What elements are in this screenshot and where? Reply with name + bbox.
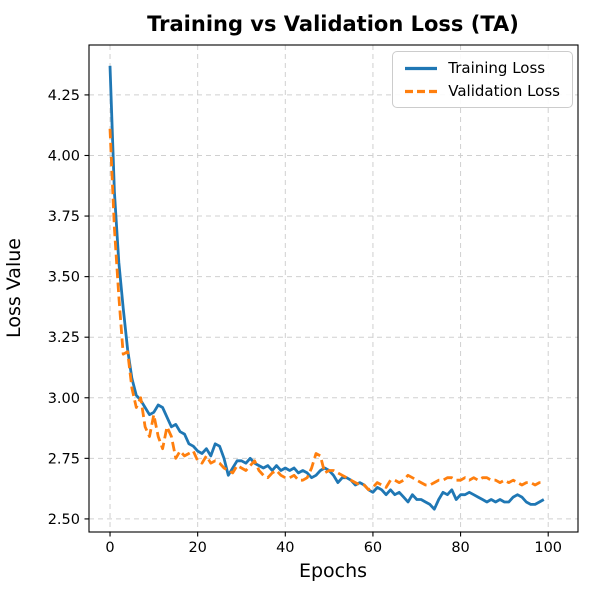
legend-item-validation-loss: Validation Loss bbox=[404, 82, 560, 100]
x-tick-label: 20 bbox=[188, 540, 206, 556]
y-tick-label: 2.50 bbox=[48, 512, 80, 528]
x-axis-label: Epochs bbox=[299, 560, 367, 582]
training-loss-line-icon bbox=[405, 66, 438, 70]
axes-spine bbox=[88, 44, 579, 533]
legend-label-validation-loss: Validation Loss bbox=[448, 82, 560, 100]
legend: Training Loss Validation Loss bbox=[392, 51, 573, 108]
legend-label-training-loss: Training Loss bbox=[448, 59, 546, 77]
validation-loss-line-icon bbox=[405, 89, 438, 93]
y-tick-label: 4.00 bbox=[48, 148, 80, 164]
x-tick-label: 0 bbox=[105, 540, 114, 556]
y-tick-label: 3.25 bbox=[48, 330, 80, 346]
x-tick-label: 60 bbox=[364, 540, 382, 556]
y-tick-label: 4.25 bbox=[48, 88, 80, 104]
y-tick-label: 3.75 bbox=[48, 209, 80, 225]
x-tick-label: 80 bbox=[451, 540, 469, 556]
plot-title: Training vs Validation Loss (TA) bbox=[147, 12, 519, 36]
x-tick-label: 100 bbox=[534, 540, 562, 556]
y-tick-label: 3.50 bbox=[48, 270, 80, 286]
y-tick-label: 2.75 bbox=[48, 451, 80, 467]
legend-item-training-loss: Training Loss bbox=[404, 59, 560, 77]
series-line-validation-loss bbox=[108, 128, 544, 492]
series-line-training-loss bbox=[108, 65, 545, 511]
y-tick-label: 3.00 bbox=[48, 391, 80, 407]
x-tick-label: 40 bbox=[276, 540, 294, 556]
y-axis-label: Loss Value bbox=[3, 238, 25, 338]
